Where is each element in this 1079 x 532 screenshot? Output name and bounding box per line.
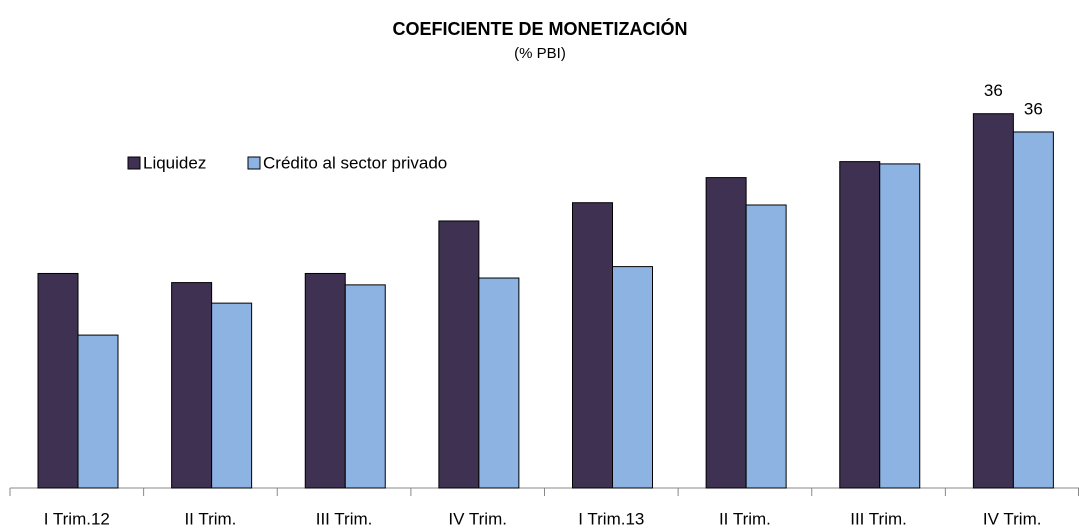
x-tick-label: II Trim.	[719, 509, 771, 528]
bar	[612, 266, 653, 489]
bar	[745, 204, 787, 489]
bar	[438, 220, 480, 489]
legend-swatch	[247, 156, 261, 170]
bar	[77, 334, 119, 489]
data-label: 36	[984, 81, 1003, 100]
bar	[478, 277, 520, 489]
chart-title: COEFICIENTE DE MONETIZACIÓN	[392, 18, 687, 39]
bar	[37, 272, 79, 489]
x-tick-label: I Trim.13	[578, 509, 644, 528]
bar	[1012, 131, 1054, 489]
bar	[304, 272, 346, 489]
bar	[211, 302, 253, 489]
x-tick-label: I Trim.12	[44, 509, 110, 528]
legend-swatch	[127, 156, 141, 170]
bar	[344, 284, 386, 489]
bar	[879, 163, 921, 489]
bar	[572, 202, 613, 489]
bar	[839, 161, 881, 489]
x-tick-label: II Trim.	[184, 509, 236, 528]
x-tick-label: IV Trim.	[983, 509, 1042, 528]
bar	[972, 113, 1014, 489]
x-tick-label: IV Trim.	[448, 509, 507, 528]
x-tick-label: III Trim.	[850, 509, 907, 528]
data-label: 36	[1024, 99, 1043, 118]
chart-subtitle: (% PBI)	[514, 45, 566, 62]
bar	[171, 282, 213, 489]
legend-label: Liquidez	[143, 153, 206, 172]
legend-label: Crédito al sector privado	[263, 153, 447, 172]
x-tick-label: III Trim.	[316, 509, 373, 528]
bar	[705, 177, 747, 489]
